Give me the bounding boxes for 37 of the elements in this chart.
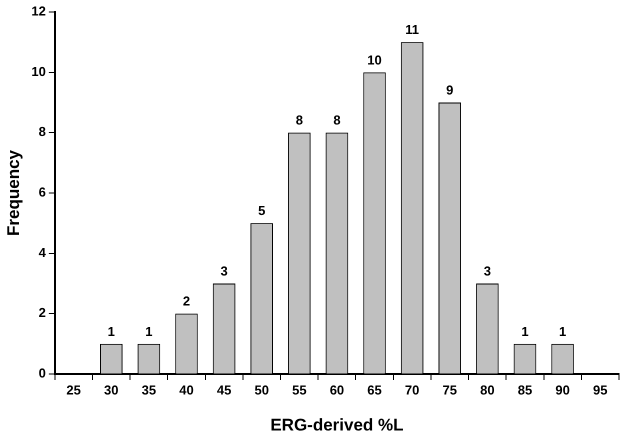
x-tick-label: 60 xyxy=(330,382,344,398)
data-label: 1 xyxy=(108,324,115,339)
y-axis-title: Frequency xyxy=(4,149,23,236)
y-tick-label: 10 xyxy=(31,64,46,79)
y-tick-label: 12 xyxy=(31,4,46,19)
x-tick-label: 55 xyxy=(292,382,307,398)
data-label: 5 xyxy=(258,203,266,218)
y-tick-label: 6 xyxy=(38,184,46,200)
x-tick-label: 30 xyxy=(104,382,119,398)
data-label: 1 xyxy=(145,324,152,339)
x-tick-label: 25 xyxy=(66,382,81,398)
data-label: 2 xyxy=(182,294,190,309)
x-tick-label: 65 xyxy=(367,382,382,398)
x-tick-label: 35 xyxy=(142,382,156,398)
data-label: 8 xyxy=(333,112,341,128)
x-tick-label: 90 xyxy=(555,382,570,398)
x-tick-label: 70 xyxy=(404,382,420,398)
x-tick-label: 85 xyxy=(518,382,532,398)
x-tick-label: 50 xyxy=(254,382,269,398)
y-tick-label: 0 xyxy=(38,366,46,381)
data-label: 11 xyxy=(405,22,420,38)
x-tick-label: 75 xyxy=(442,382,457,398)
data-label: 8 xyxy=(296,112,303,128)
data-label: 3 xyxy=(220,264,228,279)
x-tick-label: 40 xyxy=(179,382,194,398)
y-tick-label: 2 xyxy=(38,305,46,320)
data-label: 9 xyxy=(446,82,454,98)
x-axis-title: ERG-derived %L xyxy=(270,415,404,434)
x-tick-label: 45 xyxy=(216,382,232,398)
data-label: 1 xyxy=(558,324,566,339)
y-tick-label: 4 xyxy=(38,244,47,260)
x-tick-label: 80 xyxy=(480,382,495,398)
y-tick-label: 8 xyxy=(38,124,46,140)
x-tick-label: 95 xyxy=(592,382,608,398)
data-label: 10 xyxy=(367,52,382,68)
data-label: 3 xyxy=(484,264,491,279)
data-label: 1 xyxy=(521,324,529,339)
